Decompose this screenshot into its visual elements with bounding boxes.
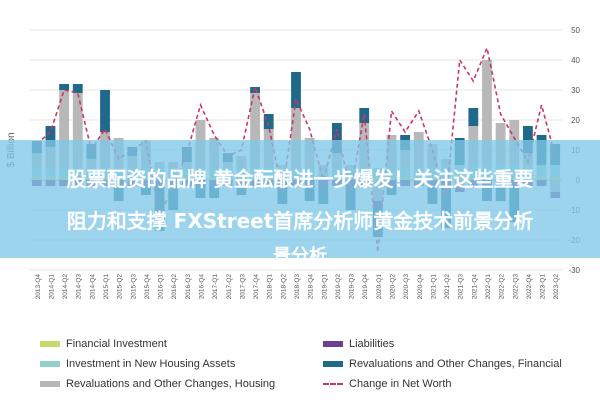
x-tick-label: 2014-Q3 — [76, 274, 83, 300]
overlay-headline-line-2[interactable]: 阻力和支撑 FXStreet首席分析师黄金技术前景分析 — [66, 209, 534, 233]
bar-revaluations-and-other-changes-financial — [100, 90, 110, 132]
overlay-banner — [0, 140, 600, 258]
legend-swatch-investment-new-housing — [40, 361, 60, 367]
x-tick-label: 2019-Q3 — [349, 274, 356, 300]
x-tick-label: 2015-Q2 — [117, 274, 124, 300]
x-tick-label: 2020-Q2 — [389, 274, 396, 300]
bar-revaluations-and-other-changes-financial — [72, 84, 83, 93]
legend-item-investment-new-housing: Investment in New Housing Assets — [40, 358, 235, 370]
bar-revaluations-and-other-changes-housing — [482, 60, 492, 165]
x-tick-label: 2022-Q4 — [526, 274, 533, 300]
x-tick-label: 2016-Q3 — [185, 274, 192, 300]
legend-dash-change-in-net-worth — [323, 383, 343, 385]
bar-revaluations-and-other-changes-housing — [291, 108, 301, 168]
x-tick-label: 2017-Q2 — [226, 274, 233, 300]
bar-revaluations-and-other-changes-housing — [72, 93, 83, 168]
x-tick-label: 2018-Q1 — [267, 274, 274, 300]
x-tick-label: 2014-Q4 — [89, 274, 96, 300]
x-tick-label: 2018-Q4 — [308, 274, 315, 300]
x-tick-label: 2023-Q2 — [553, 274, 560, 300]
x-tick-label: 2014-Q1 — [48, 274, 55, 300]
legend-label: Revaluations and Other Changes, Financia… — [349, 358, 562, 370]
x-tick-label: 2020-Q1 — [376, 274, 383, 300]
x-tick-label: 2022-Q2 — [499, 274, 506, 300]
bar-revaluations-and-other-changes-financial — [332, 123, 342, 153]
bar-revaluations-and-other-changes-housing — [250, 93, 260, 168]
x-tick-label: 2021-Q2 — [444, 274, 451, 300]
legend-swatch-revaluations-housing — [40, 381, 60, 387]
legend-swatch-revaluations-financial — [323, 361, 343, 367]
x-tick-label: 2021-Q3 — [458, 274, 465, 300]
legend-label: Investment in New Housing Assets — [66, 358, 236, 370]
legend-label: Liabilities — [349, 338, 395, 350]
bar-revaluations-and-other-changes-financial — [45, 126, 56, 147]
x-tick-label: 2018-Q2 — [280, 274, 287, 300]
x-tick-label: 2022-Q1 — [485, 274, 492, 300]
legend-item-revaluations-financial: Revaluations and Other Changes, Financia… — [323, 358, 562, 370]
x-tick-label: 2020-Q3 — [403, 274, 410, 300]
x-tick-label: 2020-Q4 — [417, 274, 424, 300]
x-tick-label: 2018-Q3 — [294, 274, 301, 300]
x-tick-label: 2016-Q2 — [171, 274, 178, 300]
x-tick-label: 2022-Q3 — [512, 274, 519, 300]
bar-revaluations-and-other-changes-financial — [468, 108, 479, 126]
x-tick-label: 2015-Q3 — [130, 274, 137, 300]
x-tick-label: 2021-Q1 — [430, 274, 437, 300]
legend-label: Revaluations and Other Changes, Housing — [66, 378, 276, 390]
overlay-headline-line-3[interactable]: 景分析 — [273, 246, 327, 258]
y-tick-label: 30 — [571, 86, 580, 95]
y-tick-label: 50 — [571, 26, 580, 35]
x-tick-label: 2015-Q1 — [103, 274, 110, 300]
y-tick-label: -30 — [568, 266, 580, 275]
x-tick-label: 2013-Q4 — [35, 274, 42, 300]
legend-item-liabilities: Liabilities — [323, 338, 394, 350]
x-tick-labels: 2013-Q4 2014-Q1 2014-Q2 2014-Q3 2014-Q4 2015-… — [35, 274, 560, 300]
bar-revaluations-and-other-changes-housing — [59, 90, 70, 168]
overlay-headline-line-1[interactable]: 股票配资的品牌 黄金酝酿进一步爆发！关注这些重要 — [66, 167, 534, 191]
legend-swatch-liabilities — [323, 341, 343, 347]
x-tick-label: 2021-Q4 — [471, 274, 478, 300]
legend-label: Change in Net Worth — [349, 378, 452, 390]
legend-item-financial-investment: Financial Investment — [40, 338, 167, 350]
legend: Financial Investment Investment in New H… — [0, 330, 600, 400]
x-tick-label: 2017-Q1 — [212, 274, 219, 300]
legend-item-revaluations-housing: Revaluations and Other Changes, Housing — [40, 378, 275, 390]
legend-item-change-in-net-worth: Change in Net Worth — [323, 378, 452, 390]
x-tick-label: 2017-Q3 — [239, 274, 246, 300]
bar-revaluations-and-other-changes-financial — [522, 126, 533, 153]
x-tick-label: 2023-Q1 — [540, 274, 547, 300]
x-tick-label: 2019-Q4 — [362, 274, 369, 300]
x-tick-label: 2017-Q4 — [253, 274, 260, 300]
legend-swatch-financial-investment — [40, 341, 60, 347]
bar-revaluations-and-other-changes-financial — [59, 84, 70, 90]
y-tick-label: 40 — [571, 56, 580, 65]
x-tick-label: 2016-Q1 — [158, 274, 165, 300]
bar-revaluations-and-other-changes-financial — [291, 72, 301, 108]
y-tick-label: 20 — [571, 116, 580, 125]
x-tick-label: 2015-Q4 — [144, 274, 151, 300]
legend-label: Financial Investment — [66, 338, 167, 350]
bar-revaluations-and-other-changes-financial — [263, 114, 274, 129]
x-tick-label: 2016-Q4 — [199, 274, 206, 300]
x-tick-label: 2019-Q1 — [321, 274, 328, 300]
x-tick-label: 2019-Q2 — [335, 274, 342, 300]
x-tick-label: 2014-Q2 — [62, 274, 69, 300]
